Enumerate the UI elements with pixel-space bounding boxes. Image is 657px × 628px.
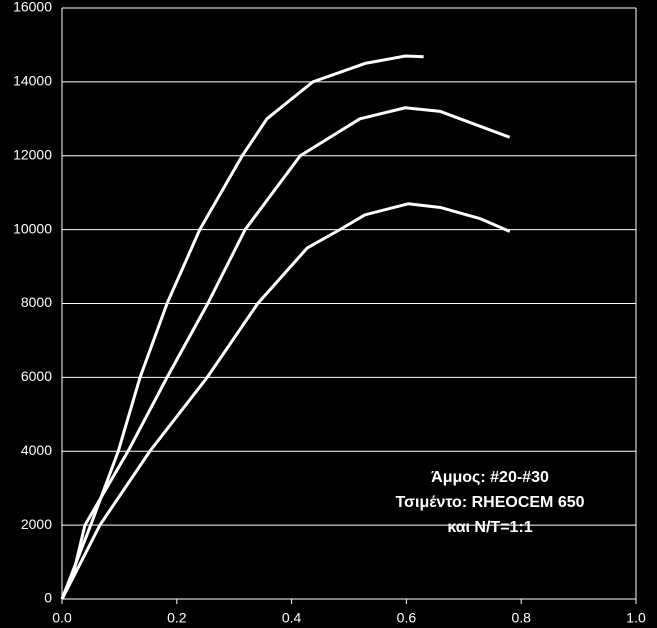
x-tick-label: 0.6	[397, 610, 417, 626]
y-tick-label: 8000	[21, 294, 52, 310]
annotation: και N/T=1:1	[447, 519, 532, 536]
y-tick-label: 6000	[21, 368, 52, 384]
line-series	[60, 202, 511, 600]
y-tick-label: 2000	[21, 516, 52, 532]
x-tick-label: 1.0	[626, 610, 646, 626]
x-tick-label: 0.2	[167, 610, 187, 626]
y-tick-label: 10000	[13, 220, 52, 236]
x-tick-label: 0.0	[52, 610, 72, 626]
y-tick-label: 16000	[13, 0, 52, 15]
y-tick-label: 14000	[13, 73, 52, 89]
line-series	[60, 106, 511, 600]
x-tick-label: 0.8	[511, 610, 531, 626]
y-tick-label: 4000	[21, 442, 52, 458]
annotation: Τσιμέντο: RHEOCEM 650	[395, 494, 584, 511]
y-tick-label: 0	[44, 590, 52, 606]
x-tick-label: 0.4	[282, 610, 302, 626]
annotation: Άμμος: #20-#30	[431, 469, 549, 486]
y-tick-label: 12000	[13, 146, 52, 162]
line-series	[60, 54, 424, 600]
